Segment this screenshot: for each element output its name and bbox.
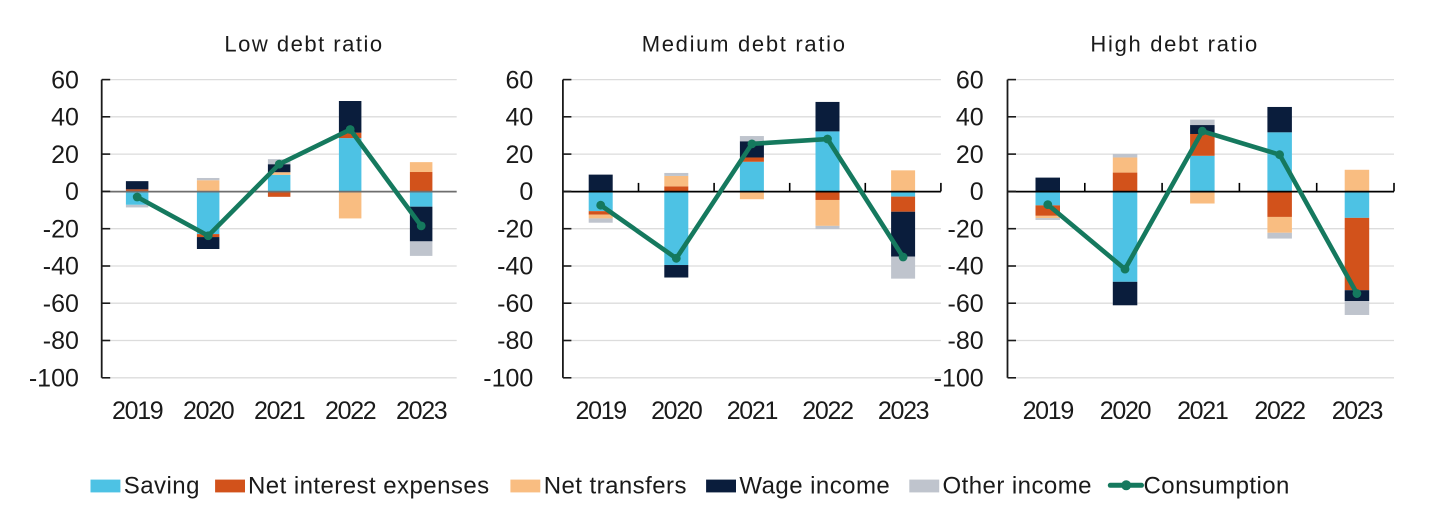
- svg-text:2020: 2020: [651, 397, 702, 425]
- svg-text:2023: 2023: [1332, 397, 1383, 425]
- svg-text:0: 0: [65, 178, 79, 206]
- svg-text:Medium debt ratio: Medium debt ratio: [642, 32, 847, 57]
- svg-text:2022: 2022: [1254, 397, 1305, 425]
- svg-text:-80: -80: [43, 327, 79, 355]
- svg-text:40: 40: [956, 104, 984, 132]
- svg-text:Low debt ratio: Low debt ratio: [224, 32, 383, 57]
- svg-text:-40: -40: [497, 253, 533, 281]
- svg-text:-20: -20: [497, 215, 533, 243]
- svg-text:2019: 2019: [575, 397, 626, 425]
- svg-text:2023: 2023: [396, 397, 447, 425]
- svg-text:-60: -60: [948, 290, 984, 318]
- svg-text:Net transfers: Net transfers: [544, 473, 687, 500]
- svg-text:2019: 2019: [1023, 397, 1074, 425]
- svg-text:2021: 2021: [727, 397, 778, 425]
- svg-text:-40: -40: [948, 253, 984, 281]
- svg-text:2023: 2023: [878, 397, 929, 425]
- svg-text:2022: 2022: [325, 397, 376, 425]
- svg-text:Wage income: Wage income: [739, 473, 890, 500]
- svg-text:20: 20: [956, 141, 984, 169]
- svg-text:0: 0: [519, 178, 533, 206]
- svg-text:Consumption: Consumption: [1144, 473, 1290, 500]
- svg-text:20: 20: [51, 141, 79, 169]
- svg-text:40: 40: [505, 104, 533, 132]
- svg-text:2021: 2021: [1177, 397, 1228, 425]
- svg-text:-60: -60: [43, 290, 79, 318]
- svg-text:2021: 2021: [254, 397, 305, 425]
- svg-text:Other income: Other income: [943, 473, 1092, 500]
- svg-text:Net interest expenses: Net interest expenses: [248, 473, 490, 500]
- svg-text:-80: -80: [497, 327, 533, 355]
- svg-text:40: 40: [51, 104, 79, 132]
- svg-text:-80: -80: [948, 327, 984, 355]
- svg-text:-100: -100: [29, 365, 79, 393]
- svg-text:-60: -60: [497, 290, 533, 318]
- svg-text:-20: -20: [948, 215, 984, 243]
- svg-text:2022: 2022: [802, 397, 853, 425]
- svg-text:60: 60: [956, 66, 984, 94]
- svg-text:High debt ratio: High debt ratio: [1090, 32, 1259, 57]
- svg-text:-100: -100: [483, 365, 533, 393]
- svg-text:2020: 2020: [1100, 397, 1151, 425]
- svg-text:2020: 2020: [183, 397, 234, 425]
- svg-text:60: 60: [505, 66, 533, 94]
- svg-text:60: 60: [51, 66, 79, 94]
- svg-text:Saving: Saving: [124, 473, 200, 500]
- svg-text:20: 20: [505, 141, 533, 169]
- svg-text:-40: -40: [43, 253, 79, 281]
- svg-text:0: 0: [970, 178, 984, 206]
- svg-text:2019: 2019: [112, 397, 163, 425]
- svg-text:-100: -100: [934, 365, 984, 393]
- svg-text:-20: -20: [43, 215, 79, 243]
